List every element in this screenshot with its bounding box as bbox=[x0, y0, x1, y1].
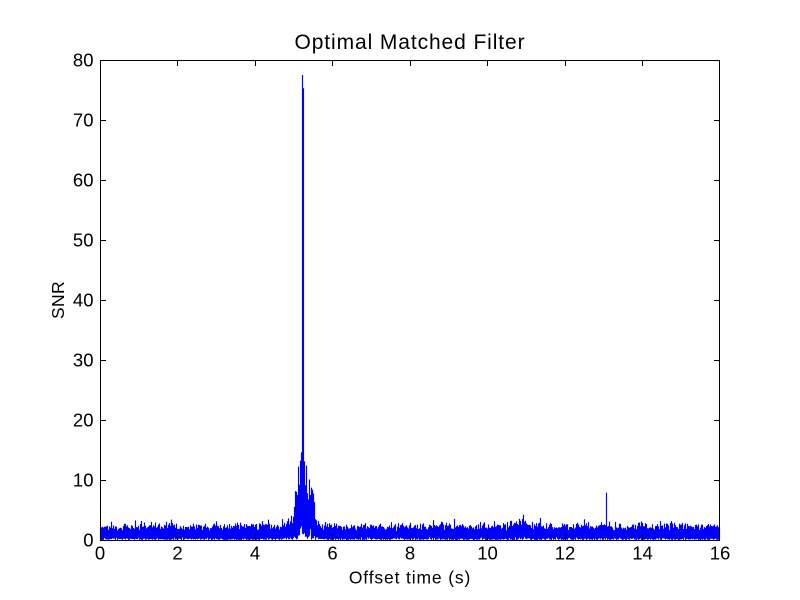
svg-text:40: 40 bbox=[73, 289, 94, 310]
svg-text:70: 70 bbox=[73, 109, 94, 130]
svg-text:50: 50 bbox=[73, 229, 94, 250]
svg-text:0: 0 bbox=[83, 529, 93, 550]
svg-text:6: 6 bbox=[327, 543, 337, 564]
svg-text:30: 30 bbox=[73, 349, 94, 370]
svg-text:0: 0 bbox=[95, 543, 105, 564]
svg-text:8: 8 bbox=[405, 543, 415, 564]
svg-text:Optimal Matched Filter: Optimal Matched Filter bbox=[294, 31, 525, 54]
svg-text:80: 80 bbox=[73, 49, 94, 70]
svg-text:12: 12 bbox=[555, 543, 576, 564]
svg-text:2: 2 bbox=[172, 543, 182, 564]
svg-text:Offset time (s): Offset time (s) bbox=[349, 568, 471, 588]
svg-text:16: 16 bbox=[710, 543, 731, 564]
svg-text:60: 60 bbox=[73, 169, 94, 190]
svg-text:10: 10 bbox=[477, 543, 498, 564]
svg-text:4: 4 bbox=[250, 543, 260, 564]
svg-text:14: 14 bbox=[632, 543, 653, 564]
svg-text:20: 20 bbox=[73, 409, 94, 430]
svg-text:SNR: SNR bbox=[48, 281, 68, 319]
svg-text:10: 10 bbox=[73, 469, 94, 490]
